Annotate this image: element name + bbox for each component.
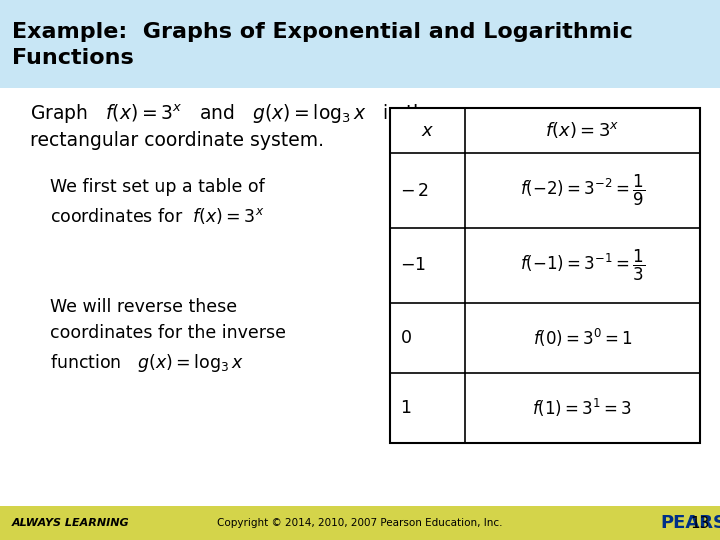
Text: Copyright © 2014, 2010, 2007 Pearson Education, Inc.: Copyright © 2014, 2010, 2007 Pearson Edu…	[217, 518, 503, 528]
Text: We first set up a table of
coordinates for  $f(x) = 3^x$: We first set up a table of coordinates f…	[50, 178, 265, 226]
Bar	[390, 108, 700, 443]
Text: $f(-2) = 3^{-2} = \dfrac{1}{9}$: $f(-2) = 3^{-2} = \dfrac{1}{9}$	[520, 173, 645, 208]
FancyBboxPatch shape	[0, 506, 720, 540]
Text: $f(1) = 3^1 = 3$: $f(1) = 3^1 = 3$	[532, 397, 633, 419]
Text: $-1$: $-1$	[400, 256, 426, 274]
Text: rectangular coordinate system.: rectangular coordinate system.	[30, 131, 324, 150]
Text: We will reverse these
coordinates for the inverse
function   $g(x) = \log_3 x$: We will reverse these coordinates for th…	[50, 298, 286, 374]
Text: $f(x) = 3^x$: $f(x) = 3^x$	[545, 120, 620, 140]
Text: $f(-1) = 3^{-1} = \dfrac{1}{3}$: $f(-1) = 3^{-1} = \dfrac{1}{3}$	[520, 248, 645, 283]
FancyBboxPatch shape	[0, 0, 720, 88]
Text: ALWAYS LEARNING: ALWAYS LEARNING	[12, 518, 130, 528]
Text: Example:  Graphs of Exponential and Logarithmic
Functions: Example: Graphs of Exponential and Logar…	[12, 22, 633, 69]
Text: $1$: $1$	[400, 399, 411, 417]
Text: Graph   $f(x) = 3^x$   and   $g(x) = \log_3 x$   in the same: Graph $f(x) = 3^x$ and $g(x) = \log_3 x$…	[30, 103, 495, 126]
Text: $0$: $0$	[400, 329, 412, 347]
Text: $-\,2$: $-\,2$	[400, 181, 428, 199]
Text: $x$: $x$	[421, 122, 434, 139]
Text: PEARSON: PEARSON	[660, 514, 720, 532]
Text: $f(0) = 3^0 = 1$: $f(0) = 3^0 = 1$	[533, 327, 632, 349]
Text: 13: 13	[690, 516, 710, 530]
